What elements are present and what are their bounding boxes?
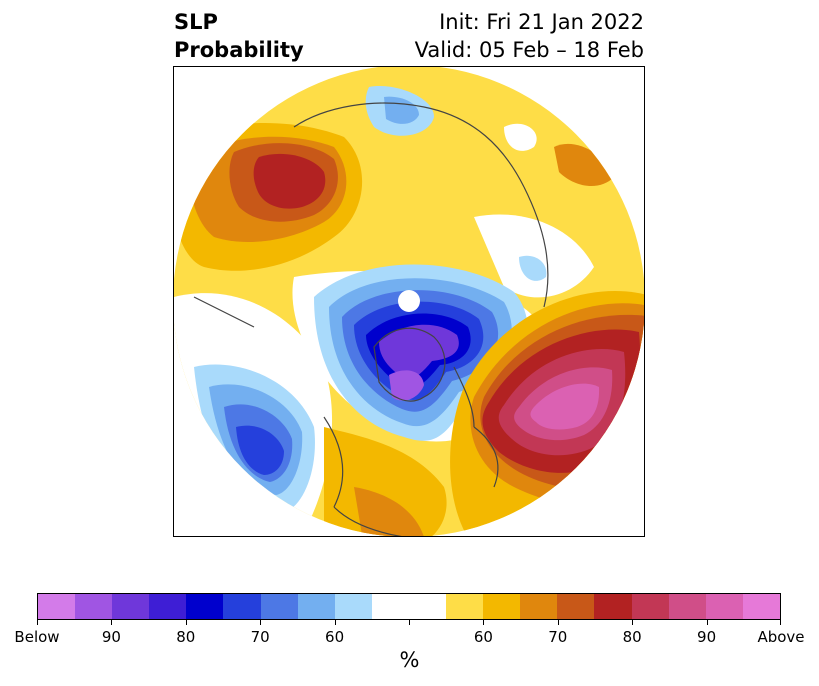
forecast-dates: Init: Fri 21 Jan 2022 Valid: 05 Feb – 18… bbox=[415, 8, 644, 64]
above-normal-mexico bbox=[354, 487, 424, 536]
colorbar-tick-label: Above bbox=[757, 628, 805, 646]
colorbar-swatch bbox=[75, 594, 113, 619]
colorbar-swatch bbox=[742, 594, 780, 619]
colorbar-tick-label: Below bbox=[14, 628, 60, 646]
colorbar-tick bbox=[557, 620, 559, 625]
colorbar-tick-label: 60 bbox=[325, 628, 345, 646]
colorbar-swatch bbox=[557, 594, 595, 619]
colorbar-tick bbox=[185, 620, 187, 625]
variable-type: Probability bbox=[174, 38, 304, 62]
above-normal-east-siberia bbox=[554, 143, 614, 187]
colorbar-tick bbox=[483, 620, 485, 625]
colorbar-swatch bbox=[483, 594, 521, 619]
neutral-east-asia bbox=[504, 123, 537, 151]
probability-map bbox=[173, 66, 645, 537]
colorbar-tick bbox=[706, 620, 708, 625]
colorbar-tick-label: 90 bbox=[101, 628, 121, 646]
colorbar-swatch bbox=[38, 594, 76, 619]
colorbar-tick bbox=[780, 620, 781, 625]
colorbar-tick-label: 70 bbox=[548, 628, 568, 646]
below-normal-pressure-scandinavia bbox=[365, 86, 547, 281]
below-normal-pressure-north-pacific bbox=[194, 364, 315, 512]
colorbar-tick bbox=[111, 620, 113, 625]
colorbar-swatch bbox=[223, 594, 261, 619]
colorbar-tick-label: 70 bbox=[250, 628, 270, 646]
colorbar-swatch bbox=[334, 594, 372, 619]
valid-range: Valid: 05 Feb – 18 Feb bbox=[414, 38, 644, 62]
colorbar-tick-labels: Below 90 80 70 60 60 70 80 90 Above bbox=[14, 628, 804, 646]
colorbar-swatch bbox=[631, 594, 669, 619]
colorbar-tick bbox=[334, 620, 336, 625]
neutral-siberia bbox=[474, 214, 594, 298]
colorbar-tick-label: 80 bbox=[176, 628, 196, 646]
chart-title: SLP Probability bbox=[174, 8, 304, 64]
colorbar-swatch bbox=[149, 594, 187, 619]
colorbar-swatch bbox=[371, 594, 409, 619]
map-canvas bbox=[174, 67, 644, 536]
colorbar-tick-label: 90 bbox=[697, 628, 717, 646]
pole-marker bbox=[398, 290, 420, 312]
colorbar-ticks bbox=[37, 620, 781, 628]
init-date: Init: Fri 21 Jan 2022 bbox=[439, 10, 644, 34]
variable-name: SLP bbox=[174, 10, 218, 34]
colorbar-swatch bbox=[446, 594, 484, 619]
colorbar-swatch bbox=[112, 594, 150, 619]
colorbar-tick bbox=[632, 620, 634, 625]
colorbar-swatch bbox=[594, 594, 632, 619]
colorbar-tick bbox=[260, 620, 262, 625]
colorbar-swatch bbox=[186, 594, 224, 619]
colorbar-swatch bbox=[297, 594, 335, 619]
colorbar-swatch bbox=[408, 594, 447, 619]
colorbar-unit: % bbox=[399, 648, 420, 672]
above-normal-eastern-us bbox=[324, 427, 447, 536]
colorbar bbox=[37, 593, 781, 620]
colorbar-swatch bbox=[668, 594, 706, 619]
colorbar-tick-label: 60 bbox=[473, 628, 493, 646]
colorbar-tick-label: 80 bbox=[622, 628, 642, 646]
colorbar-tick bbox=[37, 620, 38, 625]
colorbar-swatch bbox=[260, 594, 298, 619]
coastlines bbox=[193, 102, 549, 536]
colorbar-tick bbox=[409, 620, 410, 625]
colorbar-swatch bbox=[705, 594, 743, 619]
colorbar-swatch bbox=[520, 594, 558, 619]
